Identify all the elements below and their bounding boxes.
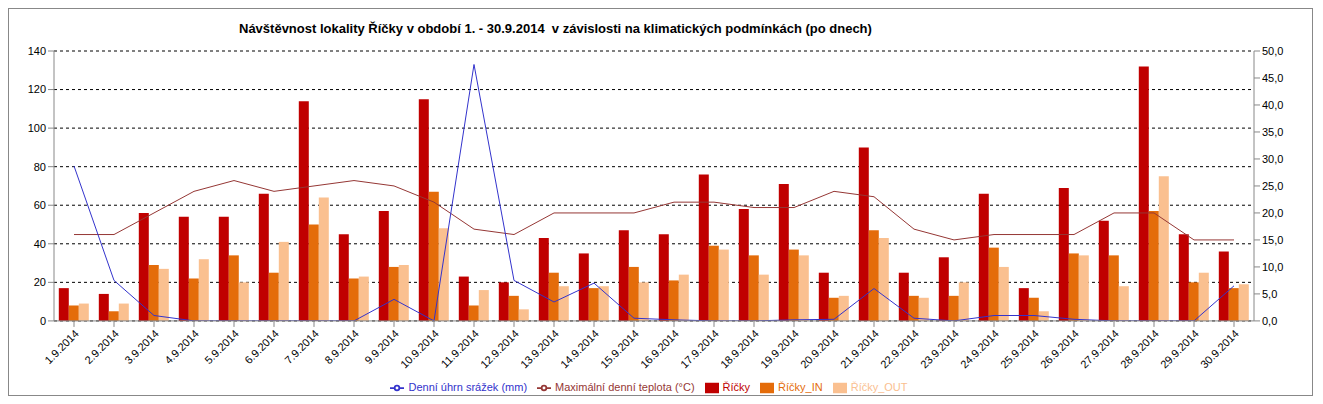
html-text:Maximální denní teplota (°C): Maximální denní teplota (°C) [555,380,695,393]
svg-text:20.9.2014: 20.9.2014 [798,327,841,370]
svg-text:50,0: 50,0 [1262,45,1283,57]
svg-text:80: 80 [34,161,46,173]
svg-text:27.9.2014: 27.9.2014 [1078,327,1121,370]
svg-text:24.9.2014: 24.9.2014 [958,327,1001,370]
svg-text:20,0: 20,0 [1262,207,1283,219]
html-text:Říčky_OUT: Říčky_OUT [850,380,908,393]
html-text:Říčky_IN: Říčky_IN [778,380,823,393]
svg-text:40: 40 [34,238,46,250]
svg-text:12.9.2014: 12.9.2014 [478,327,521,370]
svg-text:35,0: 35,0 [1262,126,1283,138]
svg-text:14.9.2014: 14.9.2014 [558,327,601,370]
svg-text:25,0: 25,0 [1262,180,1283,192]
svg-text:18.9.2014: 18.9.2014 [718,327,761,370]
svg-text:10,0: 10,0 [1262,261,1283,273]
svg-text:21.9.2014: 21.9.2014 [838,327,881,370]
svg-text:100: 100 [28,122,46,134]
svg-text:15.9.2014: 15.9.2014 [598,327,641,370]
svg-text:1.9.2014: 1.9.2014 [42,327,81,366]
svg-text:0,0: 0,0 [1262,315,1277,327]
svg-text:20: 20 [34,276,46,288]
svg-text:45,0: 45,0 [1262,72,1283,84]
svg-text:6.9.2014: 6.9.2014 [242,327,281,366]
svg-text:8.9.2014: 8.9.2014 [322,327,361,366]
svg-text:26.9.2014: 26.9.2014 [1038,327,1081,370]
svg-text:22.9.2014: 22.9.2014 [878,327,921,370]
svg-text:3.9.2014: 3.9.2014 [122,327,161,366]
svg-text:30,0: 30,0 [1262,153,1283,165]
html-text:Denní úhrn srážek (mm): Denní úhrn srážek (mm) [408,380,527,393]
svg-text:15,0: 15,0 [1262,234,1283,246]
svg-text:17.9.2014: 17.9.2014 [678,327,721,370]
svg-text:40,0: 40,0 [1262,99,1283,111]
svg-text:140: 140 [28,45,46,57]
html-text:Říčky: Říčky [722,380,751,393]
svg-text:29.9.2014: 29.9.2014 [1158,327,1201,370]
svg-text:23.9.2014: 23.9.2014 [918,327,961,370]
svg-text:11.9.2014: 11.9.2014 [438,327,481,370]
svg-text:2.9.2014: 2.9.2014 [82,327,121,366]
svg-text:5.9.2014: 5.9.2014 [202,327,241,366]
svg-text:13.9.2014: 13.9.2014 [518,327,561,370]
svg-text:7.9.2014: 7.9.2014 [282,327,321,366]
svg-text:120: 120 [28,83,46,95]
svg-text:9.9.2014: 9.9.2014 [362,327,401,366]
svg-text:0: 0 [40,315,46,327]
svg-text:25.9.2014: 25.9.2014 [998,327,1041,370]
svg-text:28.9.2014: 28.9.2014 [1118,327,1161,370]
html-text:Návštěvnost lokality Říčky v o: Návštěvnost lokality Říčky v období 1. -… [239,21,872,36]
svg-text:16.9.2014: 16.9.2014 [638,327,681,370]
svg-text:30.9.2014: 30.9.2014 [1198,327,1241,370]
svg-text:10.9.2014: 10.9.2014 [398,327,441,370]
svg-text:60: 60 [34,199,46,211]
svg-text:19.9.2014: 19.9.2014 [758,327,801,370]
svg-text:4.9.2014: 4.9.2014 [162,327,201,366]
svg-text:5,0: 5,0 [1262,288,1277,300]
